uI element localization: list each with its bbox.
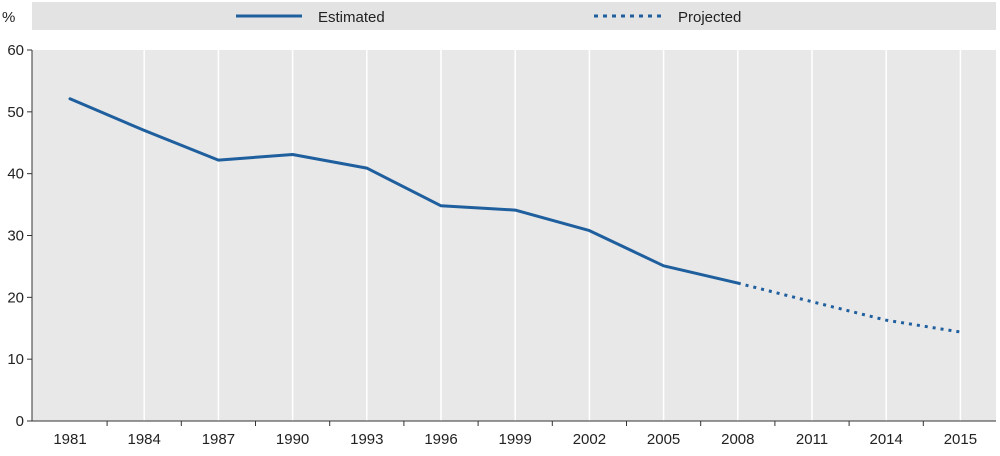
y-tick-label: 60 [7, 42, 24, 59]
legend-bar [32, 2, 996, 30]
plot-area [32, 50, 996, 421]
y-tick-label: 50 [7, 104, 24, 121]
series-line-estimated [68, 97, 740, 285]
series-lines [68, 97, 961, 334]
x-tick-label: 1990 [276, 431, 309, 448]
x-tick-label: 1999 [499, 431, 532, 448]
x-tick-label: 1981 [53, 431, 86, 448]
legend: Estimated Projected [236, 9, 741, 26]
y-tick-label: 40 [7, 166, 24, 183]
legend-label-projected: Projected [678, 9, 741, 26]
x-tick-label: 2011 [796, 431, 828, 448]
x-tick-label: 1987 [202, 431, 235, 448]
x-tick-label: 2015 [944, 431, 977, 448]
axes: 0 10 20 30 40 50 60 1981 1984 1987 1990 1993 1996 199… [7, 42, 996, 448]
x-tick-label: 2008 [721, 431, 754, 448]
x-tick-label: 2002 [573, 431, 606, 448]
y-axis-label: % [2, 9, 15, 26]
x-tick-label: 1984 [128, 431, 161, 448]
x-tick-label: 2014 [870, 431, 903, 448]
series-line-projected [737, 281, 961, 334]
y-tick-label: 30 [7, 228, 24, 245]
x-tick-label: 1996 [424, 431, 457, 448]
x-tick-label: 1993 [350, 431, 383, 448]
y-tick-label: 20 [7, 289, 24, 306]
y-tick-label: 0 [16, 413, 24, 430]
legend-label-estimated: Estimated [318, 9, 385, 26]
grid [143, 50, 962, 421]
x-tick-label: 2005 [647, 431, 680, 448]
y-tick-label: 10 [7, 351, 24, 368]
